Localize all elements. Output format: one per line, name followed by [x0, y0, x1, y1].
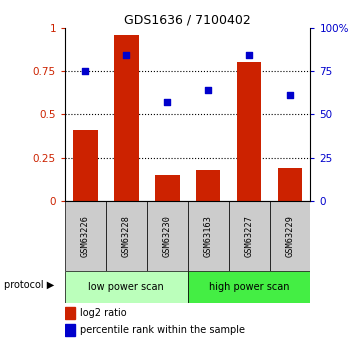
- Point: [205, 87, 211, 93]
- Bar: [106, 201, 147, 270]
- Text: GSM63227: GSM63227: [245, 215, 253, 257]
- Text: low power scan: low power scan: [88, 282, 164, 292]
- Point: [287, 92, 293, 98]
- Bar: [73, 130, 98, 201]
- Bar: [270, 201, 310, 270]
- Bar: [65, 270, 188, 303]
- Point: [83, 68, 88, 74]
- Point: [123, 52, 129, 58]
- Bar: [65, 307, 75, 319]
- Text: GSM63226: GSM63226: [81, 215, 90, 257]
- Bar: [114, 34, 139, 201]
- Text: protocol ▶: protocol ▶: [4, 280, 54, 289]
- Text: GSM63230: GSM63230: [163, 215, 172, 257]
- Bar: [196, 170, 221, 201]
- Bar: [278, 168, 302, 201]
- Bar: [65, 324, 75, 336]
- Text: percentile rank within the sample: percentile rank within the sample: [80, 325, 245, 335]
- Bar: [65, 201, 106, 270]
- Text: log2 ratio: log2 ratio: [80, 308, 126, 318]
- Text: GSM63229: GSM63229: [286, 215, 295, 257]
- Text: GSM63163: GSM63163: [204, 215, 213, 257]
- Point: [164, 99, 170, 105]
- Bar: [147, 201, 188, 270]
- Bar: [155, 175, 179, 201]
- Title: GDS1636 / 7100402: GDS1636 / 7100402: [124, 13, 251, 27]
- Point: [246, 52, 252, 58]
- Bar: [229, 201, 270, 270]
- Bar: [188, 270, 310, 303]
- Text: GSM63228: GSM63228: [122, 215, 131, 257]
- Text: high power scan: high power scan: [209, 282, 289, 292]
- Bar: [237, 62, 261, 201]
- Bar: [188, 201, 229, 270]
